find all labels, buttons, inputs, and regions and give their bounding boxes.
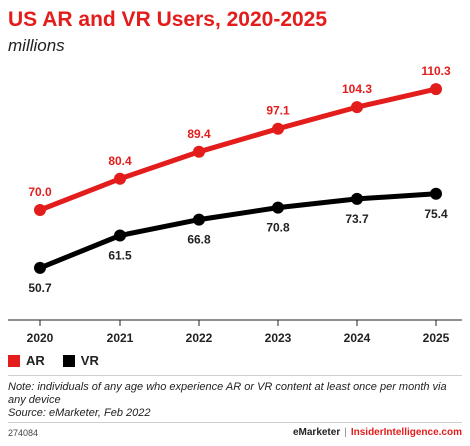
data-point-ar-2023 [272,122,284,135]
x-tick-label-2022: 2022 [186,331,213,345]
chart-note: Note: individuals of any age who experie… [8,381,458,420]
brand-emarketer: eMarketer [292,427,341,438]
data-label-ar-2024: 104.3 [342,82,372,96]
divider [8,375,462,376]
chart-title: US AR and VR Users, 2020-2025 [8,8,328,31]
data-point-ar-2022 [193,145,205,158]
data-label-vr-2020: 50.7 [28,281,52,295]
legend-label-ar: AR [26,353,45,368]
data-label-ar-2025: 110.3 [421,64,451,78]
data-point-ar-2021 [114,172,126,185]
data-label-ar-2023: 97.1 [266,104,290,118]
data-label-ar-2022: 89.4 [187,127,211,141]
legend-swatch-vr [62,354,75,367]
data-label-vr-2021: 61.5 [108,249,132,263]
source-text: Source: eMarketer, Feb 2022 [8,407,151,419]
data-point-vr-2020 [34,261,46,274]
x-tick-label-2020: 2020 [27,331,54,345]
data-label-vr-2024: 73.7 [345,212,369,226]
series-line-vr [37,191,439,271]
data-point-vr-2023 [272,201,284,214]
x-tick-label-2024: 2024 [344,331,371,345]
brand-insider-intelligence: InsiderIntelligence.com [350,427,462,438]
chart-legend: AR VR [8,353,117,368]
brand-separator: | [344,427,347,438]
x-tick-label-2021: 2021 [107,331,134,345]
series-line-ar [37,86,439,213]
x-tick-label-2023: 2023 [265,331,292,345]
data-point-vr-2024 [351,192,363,205]
data-point-ar-2024 [351,101,363,114]
legend-swatch-ar [8,354,20,367]
legend-label-vr: VR [80,353,99,368]
data-point-ar-2020 [34,204,46,216]
data-point-vr-2022 [193,213,205,226]
data-point-vr-2021 [114,229,126,242]
data-label-ar-2021: 80.4 [108,154,132,168]
footer-brand: eMarketer | InsiderIntelligence.com [293,427,462,438]
data-label-vr-2022: 66.8 [187,233,211,247]
legend-item-vr: VR [62,353,99,368]
chart-id: 274084 [8,428,39,438]
legend-item-ar: AR [8,353,45,368]
data-label-ar-2020: 70.0 [28,185,52,199]
x-tick-label-2025: 2025 [423,331,450,345]
chart-subtitle: millions [8,36,65,55]
note-text: Note: individuals of any age who experie… [8,381,447,406]
footer-divider [8,422,462,423]
data-label-vr-2025: 75.4 [424,207,448,221]
data-point-ar-2025 [430,83,442,96]
data-point-vr-2025 [430,187,442,200]
data-label-vr-2023: 70.8 [266,221,290,235]
